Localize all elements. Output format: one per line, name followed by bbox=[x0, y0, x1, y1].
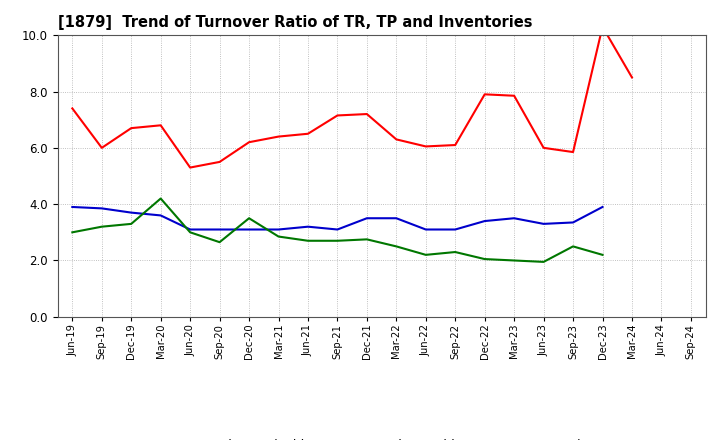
Inventories bbox=[451, 249, 459, 255]
Trade Payables bbox=[392, 216, 400, 221]
Trade Payables bbox=[421, 227, 430, 232]
Inventories bbox=[97, 224, 106, 229]
Inventories bbox=[480, 257, 489, 262]
Trade Receivables bbox=[628, 75, 636, 80]
Trade Payables bbox=[68, 204, 76, 209]
Trade Payables bbox=[363, 216, 372, 221]
Trade Payables bbox=[304, 224, 312, 229]
Inventories bbox=[598, 252, 607, 257]
Trade Payables bbox=[186, 227, 194, 232]
Inventories bbox=[333, 238, 342, 243]
Trade Payables bbox=[156, 213, 165, 218]
Trade Payables bbox=[215, 227, 224, 232]
Inventories bbox=[68, 230, 76, 235]
Inventories bbox=[510, 258, 518, 263]
Text: [1879]  Trend of Turnover Ratio of TR, TP and Inventories: [1879] Trend of Turnover Ratio of TR, TP… bbox=[58, 15, 532, 30]
Trade Receivables bbox=[156, 123, 165, 128]
Trade Receivables bbox=[304, 131, 312, 136]
Inventories bbox=[215, 239, 224, 245]
Trade Receivables bbox=[569, 150, 577, 155]
Inventories bbox=[127, 221, 135, 227]
Inventories bbox=[245, 216, 253, 221]
Trade Payables bbox=[598, 204, 607, 209]
Inventories bbox=[392, 244, 400, 249]
Trade Receivables bbox=[363, 111, 372, 117]
Trade Receivables bbox=[421, 144, 430, 149]
Inventories bbox=[421, 252, 430, 257]
Trade Receivables bbox=[539, 145, 548, 150]
Trade Payables bbox=[97, 206, 106, 211]
Trade Receivables bbox=[598, 24, 607, 29]
Legend: Trade Receivables, Trade Payables, Inventories: Trade Receivables, Trade Payables, Inven… bbox=[163, 434, 600, 440]
Inventories bbox=[363, 237, 372, 242]
Trade Receivables bbox=[127, 125, 135, 131]
Line: Trade Receivables: Trade Receivables bbox=[72, 27, 632, 168]
Inventories bbox=[539, 259, 548, 264]
Trade Receivables bbox=[274, 134, 283, 139]
Trade Payables bbox=[451, 227, 459, 232]
Trade Payables bbox=[127, 210, 135, 215]
Line: Trade Payables: Trade Payables bbox=[72, 207, 603, 230]
Trade Receivables bbox=[451, 143, 459, 148]
Trade Receivables bbox=[97, 145, 106, 150]
Inventories bbox=[569, 244, 577, 249]
Line: Inventories: Inventories bbox=[72, 198, 603, 262]
Trade Payables bbox=[274, 227, 283, 232]
Trade Receivables bbox=[68, 106, 76, 111]
Trade Payables bbox=[510, 216, 518, 221]
Trade Receivables bbox=[215, 159, 224, 165]
Trade Receivables bbox=[186, 165, 194, 170]
Trade Payables bbox=[333, 227, 342, 232]
Inventories bbox=[156, 196, 165, 201]
Trade Payables bbox=[539, 221, 548, 227]
Trade Receivables bbox=[480, 92, 489, 97]
Trade Payables bbox=[480, 218, 489, 224]
Inventories bbox=[304, 238, 312, 243]
Inventories bbox=[274, 234, 283, 239]
Inventories bbox=[186, 230, 194, 235]
Trade Payables bbox=[569, 220, 577, 225]
Trade Receivables bbox=[510, 93, 518, 99]
Trade Payables bbox=[245, 227, 253, 232]
Trade Receivables bbox=[333, 113, 342, 118]
Trade Receivables bbox=[392, 137, 400, 142]
Trade Receivables bbox=[245, 139, 253, 145]
